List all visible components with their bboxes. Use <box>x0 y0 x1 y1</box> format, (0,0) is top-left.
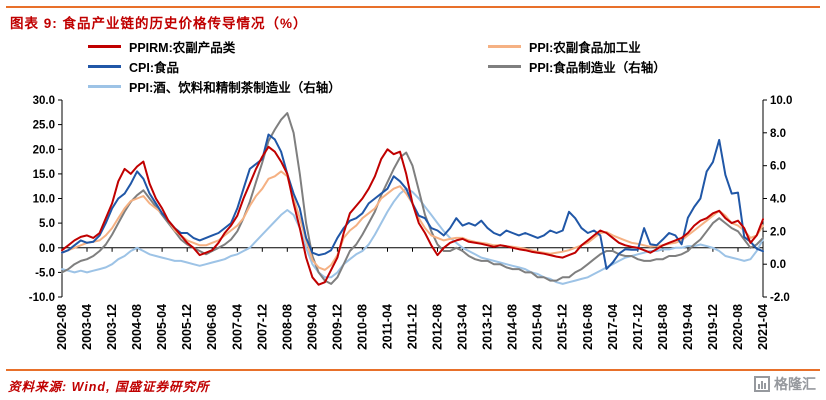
x-axis-tick-label: 2019-04 <box>681 304 695 350</box>
x-axis-tick-label: 2020-08 <box>731 304 745 350</box>
legend-label-cpi-food: CPI:食品 <box>129 61 180 75</box>
left-axis-tick-label: 5.0 <box>39 218 55 230</box>
x-axis-tick-label: 2018-08 <box>656 304 670 350</box>
left-axis-tick-label: 15.0 <box>33 169 55 181</box>
x-axis-tick-label: 2013-04 <box>456 304 470 350</box>
left-axis-tick-label: 25.0 <box>33 120 55 132</box>
series-line-4 <box>61 187 764 285</box>
x-axis-tick-label: 2007-12 <box>255 304 269 350</box>
legend-label-ppi-beverage-tea: PPI:酒、饮料和精制茶制造业（右轴） <box>129 81 341 95</box>
legend-item-cpi-food: CPI:食品 <box>88 58 488 75</box>
legend-swatch-cpi-food <box>88 65 121 68</box>
right-axis-tick-label: 2.0 <box>770 226 786 238</box>
right-axis-tick-label: 8.0 <box>770 128 786 140</box>
chart-legend: PPIRM:农副产品类 PPI:农副食品加工业 CPI:食品 PPI:食品制造业… <box>88 38 666 95</box>
x-axis-tick-label: 2003-04 <box>80 304 94 350</box>
x-axis-tick-label: 2002-08 <box>55 304 69 350</box>
left-axis-tick-label: 10.0 <box>33 194 55 206</box>
left-axis-tick-label: 20.0 <box>33 144 55 156</box>
x-axis-tick-label: 2003-12 <box>105 304 119 350</box>
legend-item-ppi-beverage-tea: PPI:酒、饮料和精制茶制造业（右轴） <box>88 78 488 95</box>
gelonghui-logo-icon <box>754 376 770 392</box>
x-axis-tick-label: 2016-08 <box>581 304 595 350</box>
left-axis-tick-label: -10.0 <box>29 292 55 304</box>
x-axis-tick-label: 2011-04 <box>381 304 395 349</box>
x-axis-tick-label: 2008-08 <box>280 304 294 350</box>
x-axis-tick-label: 2019-12 <box>706 304 720 350</box>
left-axis-tick-label: 30.0 <box>33 95 55 107</box>
x-axis-tick-label: 2012-08 <box>431 304 445 350</box>
x-axis-tick-label: 2014-08 <box>506 304 520 350</box>
legend-item-ppi-food-manufacturing: PPI:食品制造业（右轴） <box>488 58 666 75</box>
footer-accent-rule <box>6 369 820 371</box>
chart-title: 图表 9: 食品产业链的历史价格传导情况（%） <box>10 16 308 31</box>
legend-label-ppi-food-manufacturing: PPI:食品制造业（右轴） <box>529 61 666 75</box>
x-axis-tick-label: 2005-12 <box>180 304 194 350</box>
x-axis-tick-label: 2015-04 <box>531 304 545 350</box>
x-axis-tick-label: 2009-04 <box>305 304 319 350</box>
x-axis-tick-label: 2011-12 <box>406 304 420 349</box>
x-axis-tick-label: 2017-04 <box>606 304 620 350</box>
series-line-3 <box>61 112 764 285</box>
x-axis-tick-label: 2006-08 <box>205 304 219 350</box>
legend-label-ppi-food-processing: PPI:农副食品加工业 <box>529 41 641 55</box>
legend-item-ppi-food-processing: PPI:农副食品加工业 <box>488 38 666 55</box>
x-axis-tick-label: 2017-12 <box>631 304 645 350</box>
left-axis-tick-label: 0.0 <box>39 243 55 255</box>
x-axis-tick-label: 2004-08 <box>130 304 144 350</box>
x-axis-tick-label: 2009-12 <box>330 304 344 350</box>
x-axis-tick-label: 2021-04 <box>756 304 770 350</box>
legend-item-ppirm-agri: PPIRM:农副产品类 <box>88 38 488 55</box>
right-axis-tick-label: 4.0 <box>770 194 786 206</box>
x-axis-tick-label: 2013-12 <box>481 304 495 350</box>
x-axis-tick-label: 2007-04 <box>230 304 244 350</box>
legend-swatch-ppirm-agri <box>88 45 121 48</box>
right-axis-tick-label: -2.0 <box>770 292 790 304</box>
legend-swatch-ppi-food-processing <box>488 45 521 48</box>
top-accent-rule <box>6 6 820 8</box>
price-chart-svg: 30.0 25.0 20.0 15.0 10.0 5.0 0.0 -5.0 -10.0 10.0 8… <box>29 95 793 350</box>
gelonghui-logo-text: 格隆汇 <box>774 376 816 392</box>
x-axis-tick-label: 2010-08 <box>355 304 369 350</box>
right-axis-tick-label: 6.0 <box>770 161 786 173</box>
legend-swatch-ppi-food-manufacturing <box>488 65 521 68</box>
series-line-0 <box>61 145 764 286</box>
right-axis-tick-label: 0.0 <box>770 259 786 271</box>
left-axis-tick-label: -5.0 <box>35 267 55 279</box>
gelonghui-logo: 格隆汇 <box>754 374 816 394</box>
x-axis-tick-label: 2015-12 <box>556 304 570 350</box>
source-line: 资料来源: Wind, 国盛证券研究所 <box>8 380 210 394</box>
legend-label-ppirm-agri: PPIRM:农副产品类 <box>129 41 236 55</box>
right-axis-tick-label: 10.0 <box>770 95 792 107</box>
legend-swatch-ppi-beverage-tea <box>88 85 121 88</box>
x-axis-tick-label: 2005-04 <box>155 304 169 350</box>
